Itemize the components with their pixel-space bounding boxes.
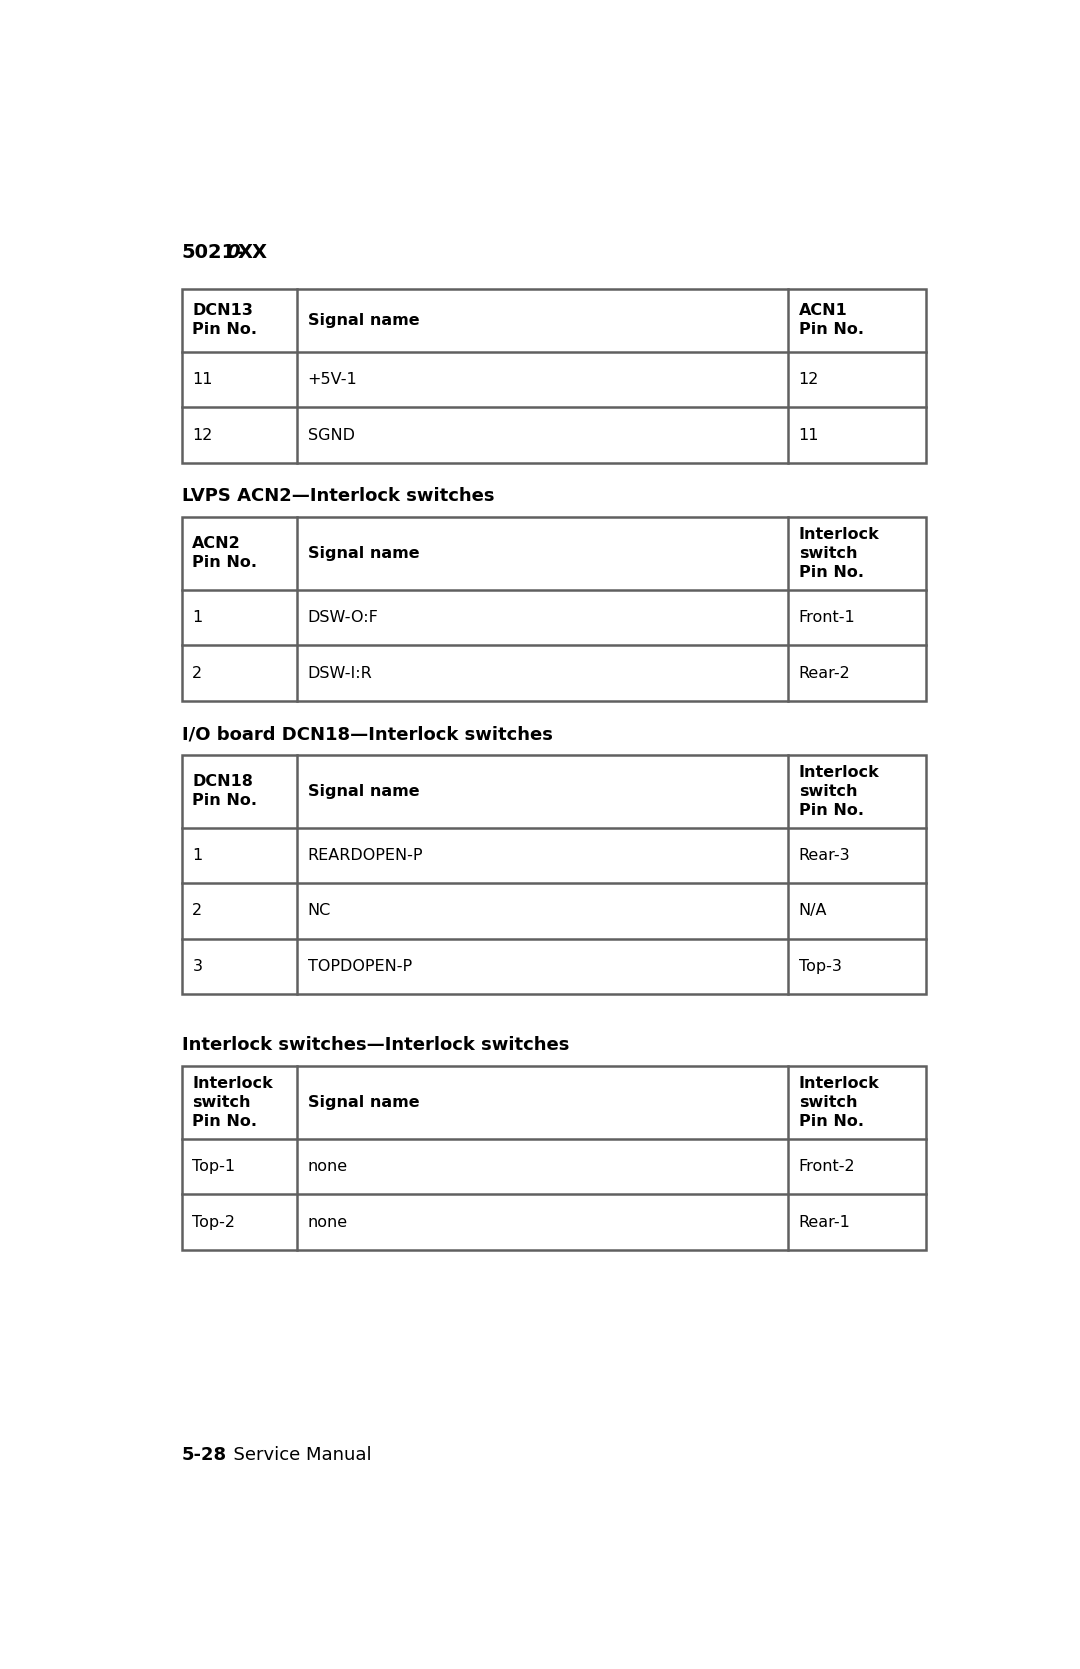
- Text: ACN1
Pin No.: ACN1 Pin No.: [799, 304, 864, 337]
- Text: SGND: SGND: [308, 427, 354, 442]
- Text: Signal name: Signal name: [308, 546, 419, 561]
- Bar: [181, 754, 926, 995]
- Text: 3: 3: [192, 960, 202, 975]
- Text: LVPS ACN2—Interlock switches: LVPS ACN2—Interlock switches: [181, 487, 494, 506]
- Text: Top-2: Top-2: [192, 1215, 235, 1230]
- Text: 12: 12: [192, 427, 213, 442]
- Text: 1: 1: [192, 848, 203, 863]
- Text: Rear-3: Rear-3: [799, 848, 850, 863]
- Text: DCN13
Pin No.: DCN13 Pin No.: [192, 304, 257, 337]
- Text: I/O board DCN18—Interlock switches: I/O board DCN18—Interlock switches: [181, 726, 552, 743]
- Text: 12: 12: [799, 372, 819, 387]
- Text: Front-2: Front-2: [799, 1160, 855, 1173]
- Text: Signal name: Signal name: [308, 784, 419, 799]
- Bar: [181, 1066, 926, 1250]
- Text: 1: 1: [192, 611, 203, 626]
- Text: XX: XX: [238, 242, 268, 262]
- Text: Top-3: Top-3: [799, 960, 841, 975]
- Text: +5V-1: +5V-1: [308, 372, 357, 387]
- Text: Service Manual: Service Manual: [221, 1445, 372, 1464]
- Text: Signal name: Signal name: [308, 1095, 419, 1110]
- Text: Top-1: Top-1: [192, 1160, 235, 1173]
- Text: DSW-I:R: DSW-I:R: [308, 666, 373, 681]
- Text: NC: NC: [308, 903, 330, 918]
- Text: Rear-1: Rear-1: [799, 1215, 851, 1230]
- Text: Front-1: Front-1: [799, 611, 855, 626]
- Text: Interlock
switch
Pin No.: Interlock switch Pin No.: [192, 1075, 273, 1128]
- Text: N/A: N/A: [799, 903, 827, 918]
- Text: 0: 0: [227, 242, 240, 262]
- Text: Interlock
switch
Pin No.: Interlock switch Pin No.: [799, 527, 879, 581]
- Text: Interlock switches—Interlock switches: Interlock switches—Interlock switches: [181, 1036, 569, 1055]
- Text: none: none: [308, 1160, 348, 1173]
- Text: ACN2
Pin No.: ACN2 Pin No.: [192, 536, 257, 571]
- Text: 11: 11: [192, 372, 213, 387]
- Bar: [181, 289, 926, 462]
- Text: REARDOPEN-P: REARDOPEN-P: [308, 848, 423, 863]
- Text: 5-28: 5-28: [181, 1445, 227, 1464]
- Text: Rear-2: Rear-2: [799, 666, 850, 681]
- Text: 5021-: 5021-: [181, 242, 244, 262]
- Text: Interlock
switch
Pin No.: Interlock switch Pin No.: [799, 1075, 879, 1128]
- Text: DCN18
Pin No.: DCN18 Pin No.: [192, 774, 257, 808]
- Text: 2: 2: [192, 903, 202, 918]
- Bar: [181, 517, 926, 701]
- Text: TOPDOPEN-P: TOPDOPEN-P: [308, 960, 411, 975]
- Text: Interlock
switch
Pin No.: Interlock switch Pin No.: [799, 764, 879, 818]
- Text: DSW-O:F: DSW-O:F: [308, 611, 379, 626]
- Text: 11: 11: [799, 427, 820, 442]
- Text: 2: 2: [192, 666, 202, 681]
- Text: Signal name: Signal name: [308, 312, 419, 327]
- Text: none: none: [308, 1215, 348, 1230]
